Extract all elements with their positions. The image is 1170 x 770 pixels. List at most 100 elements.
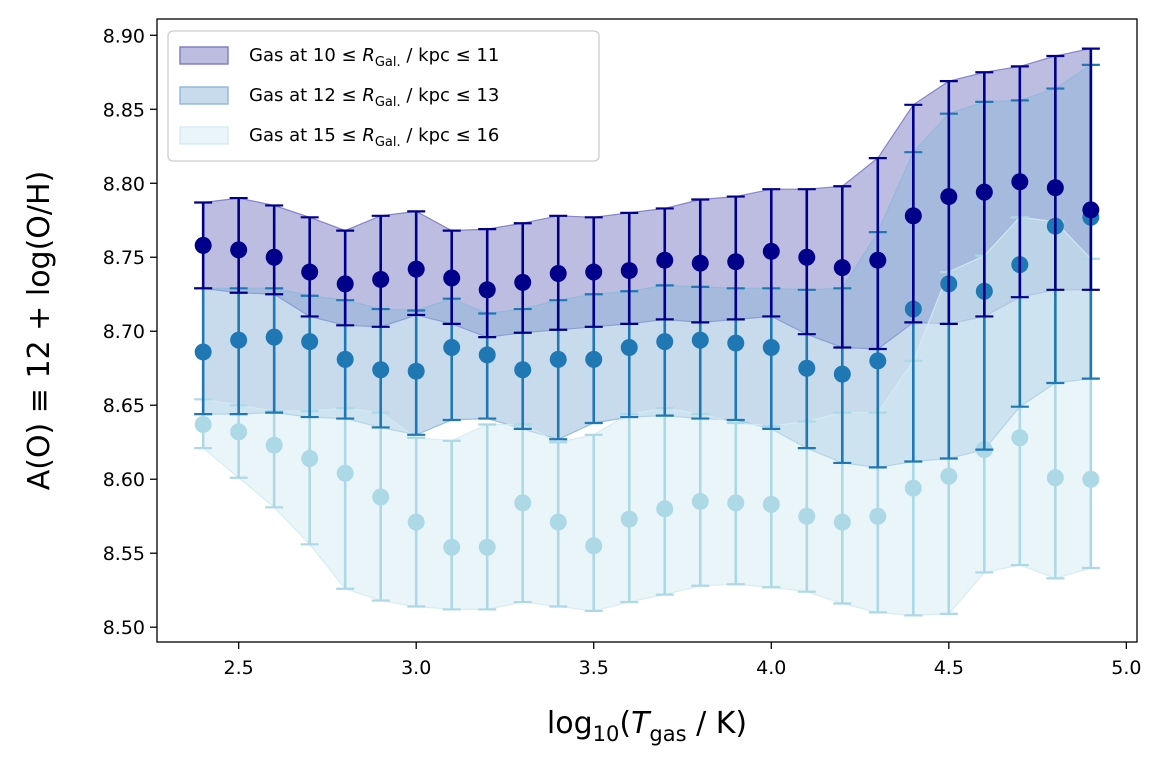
data-point [301,333,319,351]
legend-box [167,30,600,162]
y-tick-label: 8.80 [103,173,145,195]
y-tick-label: 8.50 [103,617,145,639]
x-axis-label-t: T [631,706,652,741]
data-point [620,339,638,357]
data-point [265,436,283,454]
series-1 [194,47,1100,351]
plot-area [194,47,1100,617]
data-point [904,207,922,225]
data-point [265,248,283,266]
y-axis-label: A(O) ≡ 12 + log(O/H) [22,171,57,491]
data-point [904,479,922,497]
data-point [443,538,461,556]
x-tick-label: 3.5 [579,657,609,679]
y-tick-label: 8.85 [103,99,145,121]
data-point [407,362,425,380]
y-tick-label: 8.55 [103,543,145,565]
data-point [194,343,212,361]
data-point [656,500,674,518]
data-point [1011,429,1029,447]
data-point [585,350,603,368]
data-point [833,259,851,277]
data-point [727,334,745,352]
data-point [514,361,532,379]
data-point [194,415,212,433]
legend-entry-suffix: / kpc ≤ 13 [401,85,500,106]
data-point [798,359,816,377]
data-point [372,270,390,288]
legend-entry: Gas at 12 ≤ RGal. / kpc ≤ 13 [249,85,499,110]
data-point [691,254,709,272]
legend-entry: Gas at 10 ≤ RGal. / kpc ≤ 11 [249,45,499,70]
data-point [727,253,745,271]
x-tick-label: 4.0 [756,657,786,679]
legend-swatch [179,86,229,105]
data-point [230,423,248,441]
data-point [336,275,354,293]
data-point [585,263,603,281]
data-point [194,236,212,254]
data-point [230,241,248,259]
data-point [478,538,496,556]
legend: Gas at 10 ≤ RGal. / kpc ≤ 11 Gas at 12 ≤ … [167,30,600,162]
data-point [1082,201,1100,219]
data-point [549,513,567,531]
data-point [762,242,780,260]
data-point [691,492,709,510]
data-point [443,269,461,287]
data-point [798,248,816,266]
data-point [514,273,532,291]
data-point [656,251,674,269]
data-point [265,328,283,346]
x-axis-label-sub: 10 [593,722,620,746]
x-tick-label: 3.0 [401,657,431,679]
legend-entry-sub: Gal. [375,55,401,70]
series-3 [194,216,1100,617]
data-point [1011,173,1029,191]
x-axis-label-log: log [547,706,593,741]
x-tick-label: 2.5 [224,657,254,679]
data-point [620,262,638,280]
data-point [1046,179,1064,197]
y-tick-label: 8.90 [103,25,145,47]
data-point [478,346,496,364]
data-point [869,352,887,370]
x-axis-label-open: ( [619,706,631,741]
data-point [833,513,851,531]
data-point [407,260,425,278]
x-tick-label: 5.0 [1111,657,1141,679]
data-point [301,450,319,468]
legend-entry-prefix: Gas at 12 ≤ [249,85,362,106]
legend-swatch [179,46,229,65]
data-point [656,333,674,351]
axes-frame [156,18,1138,643]
data-point [869,507,887,525]
data-point [478,281,496,299]
data-point [691,331,709,349]
data-point [833,365,851,383]
data-point [230,331,248,349]
x-axis-label-unit: / K) [687,706,748,741]
legend-entry-suffix: / kpc ≤ 11 [401,45,500,66]
data-point [940,467,958,485]
data-point [798,507,816,525]
data-point [336,464,354,482]
y-tick-label: 8.60 [103,469,145,491]
data-point [443,339,461,357]
data-point [940,188,958,206]
x-axis-label-gas: gas [649,722,686,746]
data-point [1046,469,1064,487]
data-point [372,361,390,379]
data-point [975,183,993,201]
data-point [762,339,780,357]
data-point [1082,470,1100,488]
legend-entry: Gas at 15 ≤ RGal. / kpc ≤ 16 [249,125,499,150]
legend-entry-symbol: R [362,125,375,146]
data-point [336,350,354,368]
legend-entry-symbol: R [362,45,375,66]
data-point [549,350,567,368]
data-point [549,265,567,283]
data-point [407,513,425,531]
data-point [514,494,532,512]
